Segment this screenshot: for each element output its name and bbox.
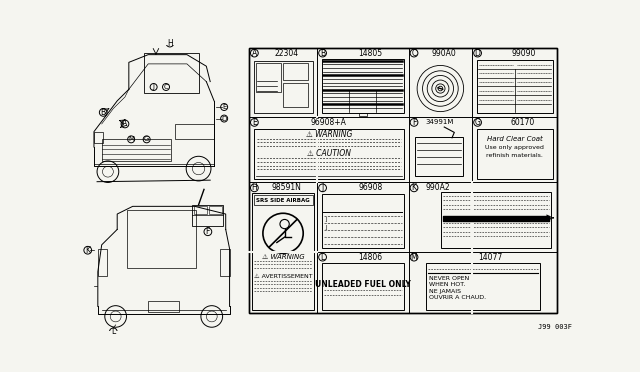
Text: 990A0: 990A0 (432, 49, 456, 58)
Text: 34991M: 34991M (426, 119, 454, 125)
Bar (359, 113, 367, 116)
Bar (441, 192, 551, 248)
Bar (98, 249, 107, 276)
Bar (252, 193, 314, 310)
Text: 14805: 14805 (358, 49, 382, 58)
Text: 22304: 22304 (275, 49, 299, 58)
Text: 98591N: 98591N (272, 183, 302, 192)
Text: NEVER OPEN: NEVER OPEN (429, 276, 469, 281)
Text: UNLEADED FUEL ONLY: UNLEADED FUEL ONLY (315, 280, 411, 289)
Bar (102, 140, 172, 161)
Text: OUVRIR A CHAUD.: OUVRIR A CHAUD. (429, 295, 486, 300)
Bar (175, 124, 214, 140)
Text: L: L (111, 327, 115, 336)
Text: 96908+A: 96908+A (311, 118, 347, 127)
Text: M: M (128, 137, 134, 142)
Text: ⚠ CAUTION: ⚠ CAUTION (307, 150, 351, 158)
Bar (145, 53, 198, 93)
Bar (193, 205, 223, 226)
Text: G: G (475, 118, 481, 127)
Text: B: B (100, 108, 106, 117)
Text: J: J (326, 225, 327, 230)
Text: ⚠ WARNING: ⚠ WARNING (305, 130, 352, 139)
Text: refinish materials.: refinish materials. (486, 153, 543, 158)
Text: SRS SIDE AIRBAG: SRS SIDE AIRBAG (256, 198, 310, 203)
Text: K: K (412, 183, 417, 192)
Text: A: A (122, 119, 127, 128)
Text: H: H (252, 183, 257, 192)
Text: 99090: 99090 (512, 49, 536, 58)
Bar (322, 194, 404, 248)
Text: J: J (321, 183, 324, 192)
Bar (322, 59, 404, 113)
Bar (256, 63, 281, 92)
Text: ⚠ AVERTISSEMENT: ⚠ AVERTISSEMENT (253, 274, 312, 279)
Bar (209, 206, 222, 214)
Bar (127, 210, 196, 268)
Text: J: J (152, 84, 155, 90)
Text: C: C (412, 49, 417, 58)
Bar (477, 129, 553, 179)
Bar (148, 301, 179, 312)
Text: ⚠ WARNING: ⚠ WARNING (262, 254, 305, 260)
Bar (253, 129, 404, 179)
Text: K: K (85, 246, 90, 255)
Text: D: D (221, 116, 227, 122)
Bar (220, 249, 230, 276)
Text: L: L (321, 253, 324, 262)
Text: J: J (326, 217, 327, 222)
Text: M: M (411, 253, 417, 262)
Text: J99 003F: J99 003F (538, 324, 572, 330)
Text: H: H (167, 39, 173, 48)
Text: Hard Clear Coat: Hard Clear Coat (487, 135, 543, 142)
Bar (477, 60, 553, 113)
Text: 60170: 60170 (511, 118, 534, 127)
Bar (94, 132, 103, 143)
Text: WHEN HOT.: WHEN HOT. (429, 282, 465, 288)
Text: 14077: 14077 (479, 253, 503, 262)
Bar (253, 61, 312, 113)
Bar (253, 195, 312, 205)
Text: B: B (320, 49, 325, 58)
Bar (194, 206, 207, 214)
Bar (249, 48, 557, 313)
Bar (249, 48, 557, 313)
Text: A: A (252, 49, 257, 58)
Bar (283, 83, 308, 107)
Text: 96908: 96908 (358, 183, 383, 192)
Text: 14806: 14806 (358, 253, 383, 262)
Bar (426, 263, 540, 310)
Bar (283, 63, 308, 80)
Bar (322, 263, 404, 310)
Bar (415, 137, 463, 176)
Text: G: G (144, 137, 149, 142)
Text: E: E (222, 104, 227, 110)
Text: 990A2: 990A2 (426, 183, 451, 192)
Text: E: E (252, 118, 257, 127)
Text: F: F (412, 118, 416, 127)
Text: C: C (164, 84, 168, 90)
Text: F: F (205, 227, 210, 236)
Text: D: D (475, 49, 481, 58)
Text: Use only approved: Use only approved (485, 145, 544, 150)
Text: NE JAMAIS: NE JAMAIS (429, 289, 461, 294)
